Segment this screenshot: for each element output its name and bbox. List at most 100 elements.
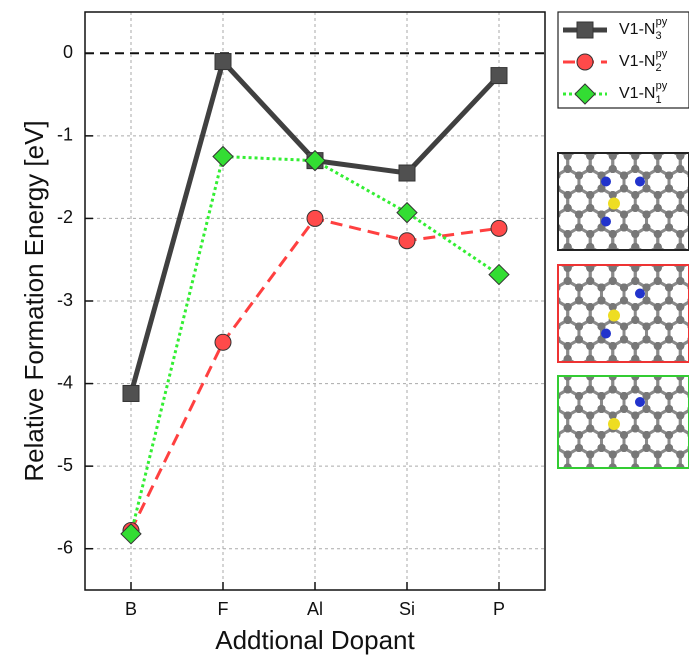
atom bbox=[597, 184, 606, 193]
atom bbox=[676, 385, 685, 394]
atom bbox=[574, 210, 583, 219]
nitrogen-atom bbox=[601, 328, 611, 339]
bond bbox=[523, 409, 546, 435]
nitrogen-atom bbox=[635, 397, 645, 407]
atom bbox=[552, 133, 560, 141]
bond bbox=[523, 340, 546, 366]
atom bbox=[575, 470, 583, 478]
atom bbox=[597, 133, 605, 141]
atom bbox=[586, 316, 595, 324]
atom bbox=[530, 362, 538, 370]
panel-frame bbox=[557, 264, 689, 363]
atom bbox=[530, 284, 538, 292]
atom bbox=[558, 392, 561, 400]
atom bbox=[519, 464, 527, 472]
atom bbox=[563, 463, 572, 468]
bond bbox=[631, 465, 640, 468]
bond bbox=[563, 465, 572, 468]
atom bbox=[608, 303, 617, 311]
x-tick-label: F bbox=[218, 599, 229, 619]
atom bbox=[653, 411, 662, 420]
y-tick-label: -1 bbox=[57, 125, 73, 145]
atom bbox=[608, 450, 617, 459]
atom bbox=[642, 283, 651, 292]
atom bbox=[608, 153, 617, 160]
atom bbox=[665, 470, 673, 478]
atom bbox=[597, 392, 606, 400]
bond bbox=[523, 370, 546, 396]
atom bbox=[665, 171, 674, 180]
atom bbox=[665, 470, 673, 478]
data-point bbox=[122, 384, 140, 402]
atom bbox=[608, 411, 617, 420]
panel-frame bbox=[557, 375, 689, 469]
atom bbox=[575, 366, 583, 374]
atom bbox=[530, 323, 538, 331]
atom bbox=[665, 366, 673, 374]
atom bbox=[563, 355, 572, 362]
data-point bbox=[306, 209, 324, 227]
atom bbox=[563, 243, 572, 250]
atom bbox=[620, 184, 628, 193]
atom bbox=[665, 283, 674, 292]
atom bbox=[563, 316, 572, 324]
atom bbox=[597, 296, 606, 305]
atom bbox=[586, 450, 595, 459]
atom bbox=[608, 165, 617, 173]
atom bbox=[519, 412, 527, 420]
atom bbox=[519, 277, 527, 285]
atom bbox=[620, 470, 628, 478]
atom bbox=[631, 411, 640, 420]
y-axis-label: Relative Formation Energy [eV] bbox=[19, 120, 49, 481]
atom bbox=[530, 483, 538, 491]
atom bbox=[563, 165, 572, 173]
atom bbox=[653, 243, 662, 250]
atom bbox=[552, 483, 560, 491]
legend-label: V1-N2py bbox=[619, 48, 668, 74]
atom bbox=[574, 335, 583, 344]
atom bbox=[631, 153, 640, 160]
atom bbox=[586, 463, 595, 468]
atom bbox=[530, 353, 538, 361]
atom bbox=[609, 490, 617, 498]
atom bbox=[597, 470, 605, 478]
atom bbox=[519, 230, 527, 238]
atom bbox=[631, 490, 639, 498]
atom bbox=[586, 126, 594, 134]
atom bbox=[519, 386, 527, 394]
atom bbox=[676, 265, 685, 272]
atom bbox=[631, 204, 640, 212]
atom bbox=[574, 405, 583, 413]
legend-label: V1-N3py bbox=[619, 16, 668, 42]
atom bbox=[530, 172, 538, 180]
atom bbox=[653, 204, 662, 212]
legend-marker bbox=[576, 53, 594, 71]
atom bbox=[676, 303, 685, 311]
atom bbox=[530, 263, 538, 271]
atom bbox=[620, 470, 628, 478]
x-axis-label: Addtional Dopant bbox=[215, 625, 415, 655]
atom bbox=[586, 385, 595, 394]
atom bbox=[530, 323, 538, 331]
atom bbox=[563, 204, 572, 212]
atom bbox=[620, 483, 628, 491]
atom bbox=[586, 342, 595, 350]
atom bbox=[620, 283, 628, 292]
atom bbox=[609, 126, 617, 134]
atom bbox=[608, 277, 617, 285]
atom bbox=[586, 204, 595, 212]
atom bbox=[676, 376, 685, 381]
dopant-atom bbox=[608, 309, 620, 322]
atom bbox=[586, 490, 594, 498]
atom bbox=[653, 191, 662, 199]
atom bbox=[530, 284, 538, 292]
atom bbox=[608, 376, 617, 381]
atom bbox=[558, 184, 561, 193]
atom bbox=[552, 470, 560, 478]
atom bbox=[608, 230, 617, 238]
atom bbox=[643, 133, 651, 141]
atom bbox=[631, 191, 640, 199]
bond bbox=[676, 465, 685, 468]
atom bbox=[676, 277, 685, 285]
atom bbox=[665, 133, 673, 141]
